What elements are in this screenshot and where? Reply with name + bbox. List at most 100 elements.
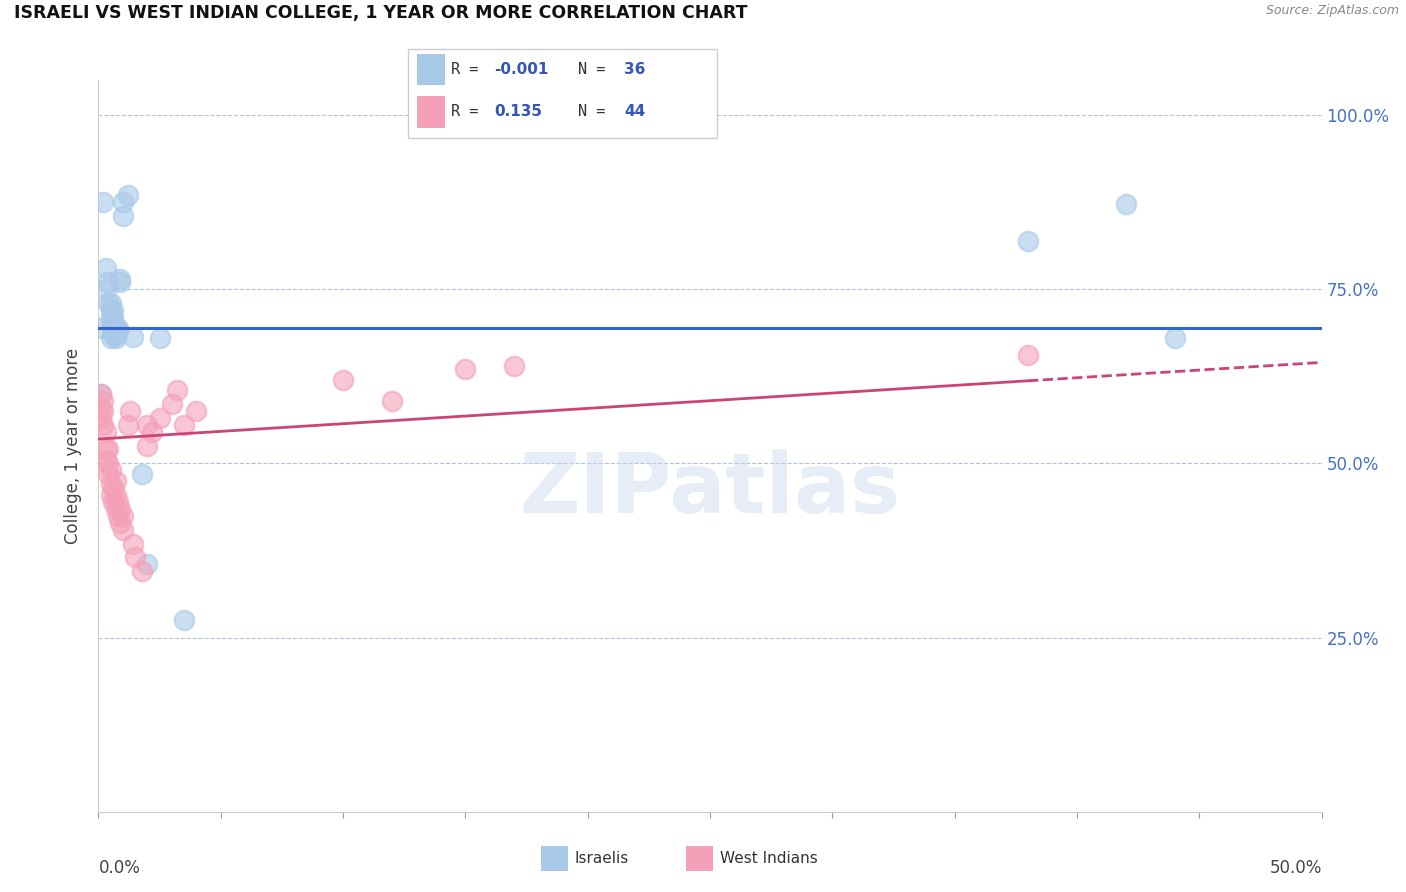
- Point: [111, 523, 134, 537]
- Point: [1164, 331, 1187, 345]
- Bar: [418, 54, 444, 85]
- Text: N =: N =: [578, 104, 614, 120]
- Point: [107, 508, 129, 523]
- Point: [111, 209, 134, 223]
- Point: [101, 327, 124, 342]
- Point: [91, 404, 114, 418]
- Point: [100, 331, 122, 345]
- Point: [149, 331, 172, 345]
- Text: N =: N =: [578, 62, 614, 77]
- Point: [160, 397, 183, 411]
- Point: [94, 282, 117, 296]
- Point: [100, 463, 122, 477]
- Point: [91, 195, 114, 210]
- Point: [173, 613, 195, 627]
- Text: -0.001: -0.001: [495, 62, 548, 77]
- Point: [104, 327, 127, 342]
- Text: ISRAELI VS WEST INDIAN COLLEGE, 1 YEAR OR MORE CORRELATION CHART: ISRAELI VS WEST INDIAN COLLEGE, 1 YEAR O…: [14, 4, 748, 22]
- Text: 44: 44: [624, 104, 645, 120]
- Point: [136, 418, 159, 433]
- Point: [121, 536, 143, 550]
- Point: [186, 404, 208, 418]
- Point: [97, 296, 120, 310]
- Point: [107, 324, 129, 338]
- Text: R =: R =: [451, 62, 488, 77]
- Point: [101, 481, 124, 495]
- Point: [1017, 348, 1039, 362]
- Point: [131, 467, 153, 481]
- Point: [101, 310, 124, 325]
- Point: [101, 303, 124, 318]
- Text: 50.0%: 50.0%: [1270, 859, 1322, 877]
- Point: [94, 425, 117, 439]
- Text: Source: ZipAtlas.com: Source: ZipAtlas.com: [1265, 4, 1399, 18]
- Point: [97, 457, 120, 471]
- Bar: [686, 847, 713, 871]
- Point: [503, 359, 526, 373]
- Point: [90, 320, 112, 334]
- Point: [100, 296, 122, 310]
- Point: [100, 303, 122, 318]
- Point: [149, 411, 172, 425]
- Point: [1115, 197, 1137, 211]
- Point: [110, 501, 132, 516]
- Point: [104, 320, 127, 334]
- Point: [110, 516, 132, 530]
- Text: R =: R =: [451, 104, 496, 120]
- Point: [104, 324, 127, 338]
- Point: [454, 362, 477, 376]
- Point: [91, 418, 114, 433]
- Point: [97, 467, 120, 481]
- Point: [141, 425, 163, 439]
- Point: [107, 494, 129, 508]
- Point: [111, 195, 134, 210]
- Point: [124, 550, 146, 565]
- Point: [111, 508, 134, 523]
- Point: [90, 411, 112, 425]
- Bar: [541, 847, 568, 871]
- Point: [100, 477, 122, 491]
- Point: [381, 393, 404, 408]
- Point: [166, 384, 188, 398]
- Text: 0.135: 0.135: [495, 104, 543, 120]
- Point: [100, 317, 122, 331]
- Text: West Indians: West Indians: [720, 851, 818, 866]
- Point: [94, 442, 117, 457]
- Text: ZIPatlas: ZIPatlas: [520, 450, 900, 531]
- Y-axis label: College, 1 year or more: College, 1 year or more: [65, 348, 83, 544]
- Point: [90, 401, 112, 415]
- Point: [136, 558, 159, 572]
- Text: 36: 36: [624, 62, 645, 77]
- Point: [117, 188, 139, 202]
- Point: [104, 488, 127, 502]
- Text: Israelis: Israelis: [575, 851, 628, 866]
- Point: [107, 320, 129, 334]
- FancyBboxPatch shape: [408, 49, 717, 138]
- Point: [97, 442, 120, 457]
- Point: [1017, 234, 1039, 248]
- Point: [90, 386, 112, 401]
- Point: [110, 275, 132, 289]
- Point: [97, 275, 120, 289]
- Point: [117, 418, 139, 433]
- Point: [104, 501, 127, 516]
- Point: [101, 494, 124, 508]
- Point: [332, 373, 354, 387]
- Point: [121, 329, 143, 343]
- Text: 0.0%: 0.0%: [98, 859, 141, 877]
- Bar: [418, 96, 444, 128]
- Point: [90, 386, 112, 401]
- Point: [120, 404, 142, 418]
- Point: [136, 439, 159, 453]
- Point: [104, 474, 127, 488]
- Point: [101, 324, 124, 338]
- Point: [94, 261, 117, 276]
- Point: [100, 310, 122, 325]
- Point: [131, 565, 153, 579]
- Point: [173, 418, 195, 433]
- Point: [110, 272, 132, 286]
- Point: [100, 488, 122, 502]
- Point: [101, 317, 124, 331]
- Point: [104, 331, 127, 345]
- Point: [91, 393, 114, 408]
